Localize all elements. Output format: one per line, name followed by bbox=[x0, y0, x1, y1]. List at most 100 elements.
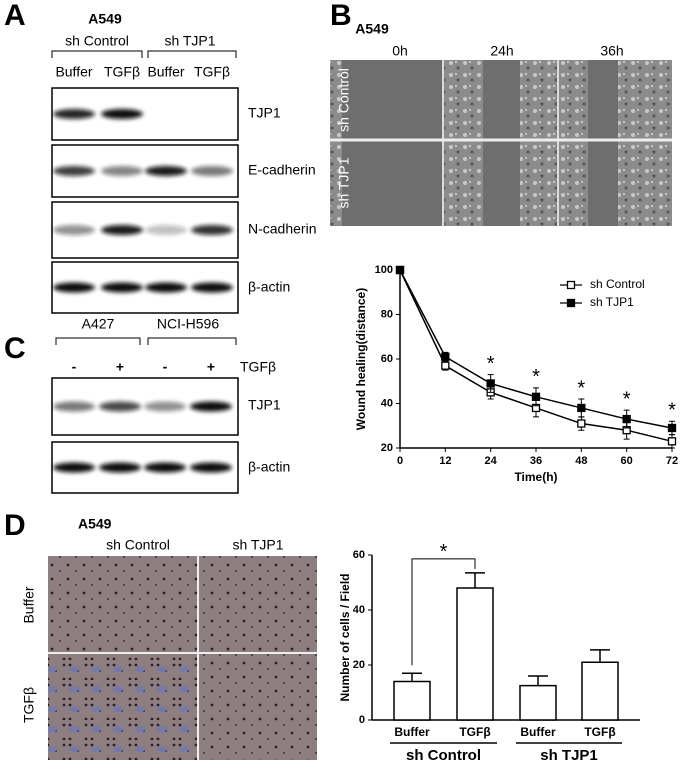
treatment-label: TGFβ bbox=[240, 359, 276, 375]
lane-label: - bbox=[163, 359, 168, 375]
x-tick-label: 36 bbox=[530, 455, 542, 467]
invasion-images bbox=[48, 556, 317, 760]
significance: * bbox=[577, 377, 585, 399]
band bbox=[99, 401, 141, 412]
protein-label: TJP1 bbox=[248, 397, 281, 413]
error-bar bbox=[590, 649, 610, 663]
significance: * bbox=[623, 388, 631, 410]
row-label: sh Control bbox=[336, 68, 352, 132]
lane-label: - bbox=[72, 359, 77, 375]
band bbox=[190, 462, 232, 473]
bracket bbox=[51, 50, 237, 58]
x-tick-label: 0 bbox=[397, 455, 403, 467]
band bbox=[144, 462, 186, 473]
band bbox=[144, 401, 186, 412]
panel-letter: C bbox=[4, 332, 26, 365]
y-tick-label: 40 bbox=[353, 604, 365, 616]
y-axis-label: Number of cells / Field bbox=[338, 573, 352, 701]
band bbox=[53, 109, 95, 119]
x-tick-label: 24 bbox=[485, 455, 498, 467]
bar bbox=[456, 587, 494, 721]
time-label: 24h bbox=[490, 43, 513, 59]
lane-label: Buffer bbox=[147, 64, 184, 80]
x-tick-label: 48 bbox=[575, 455, 587, 467]
bar bbox=[519, 684, 557, 721]
x-axis-label: Time(h) bbox=[514, 470, 557, 484]
legend-marker bbox=[566, 280, 576, 290]
time-label: 36h bbox=[600, 43, 623, 59]
lane-label: TGFβ bbox=[194, 64, 230, 80]
panel-letter: B bbox=[330, 0, 352, 32]
band bbox=[53, 166, 95, 176]
legend-label: sh TJP1 bbox=[590, 295, 634, 309]
legend-marker bbox=[566, 298, 576, 308]
y-tick-label: 60 bbox=[353, 549, 365, 561]
x-tick-label: 60 bbox=[621, 455, 633, 467]
marker bbox=[486, 379, 495, 388]
protein-label: E-cadherin bbox=[248, 162, 316, 178]
legend-label: sh Control bbox=[590, 277, 645, 291]
panel-letter: D bbox=[4, 509, 26, 542]
column-label: sh TJP1 bbox=[232, 537, 283, 553]
band bbox=[53, 282, 95, 293]
band bbox=[145, 282, 187, 293]
marker bbox=[531, 392, 541, 401]
y-tick-label: 20 bbox=[353, 659, 365, 671]
marker bbox=[667, 423, 677, 433]
significance-bracket bbox=[411, 558, 476, 666]
lane-label: TGFβ bbox=[104, 64, 140, 80]
group-label: sh TJP1 bbox=[164, 33, 215, 49]
group-label: sh Control bbox=[65, 33, 129, 49]
cell-line: A549 bbox=[78, 516, 112, 532]
y-tick-label: 0 bbox=[359, 714, 365, 726]
band bbox=[191, 282, 233, 293]
marker bbox=[395, 265, 405, 275]
time-label: 0h bbox=[392, 43, 408, 59]
row-label: sh TJP1 bbox=[336, 157, 352, 208]
band bbox=[190, 401, 232, 412]
x-tick-label: 12 bbox=[439, 455, 451, 467]
marker bbox=[622, 414, 631, 424]
row-label: TGFβ bbox=[21, 687, 37, 723]
group-label: sh TJP1 bbox=[540, 747, 598, 764]
x-tick-label: 72 bbox=[666, 455, 678, 467]
row-label: Buffer bbox=[21, 586, 37, 623]
y-tick-label: 100 bbox=[375, 264, 393, 276]
cell-line: A549 bbox=[355, 21, 389, 37]
significance: * bbox=[668, 400, 676, 422]
y-tick-label: 20 bbox=[381, 442, 393, 454]
band bbox=[191, 225, 233, 235]
bar bbox=[581, 661, 619, 721]
band bbox=[101, 109, 143, 119]
y-tick-label: 80 bbox=[381, 308, 393, 320]
group-label: sh Control bbox=[406, 747, 481, 764]
marker bbox=[441, 352, 450, 361]
protein-label: β-actin bbox=[248, 279, 290, 295]
protein-label: β-actin bbox=[248, 459, 290, 475]
protein-label: N-cadherin bbox=[248, 221, 316, 237]
lane-label: Buffer bbox=[55, 64, 92, 80]
protein-label: TJP1 bbox=[248, 105, 281, 121]
band bbox=[101, 166, 143, 176]
bracket bbox=[55, 337, 237, 345]
x-tick-label: Buffer bbox=[520, 725, 556, 739]
panel-letter: A bbox=[4, 0, 26, 32]
band bbox=[101, 282, 143, 293]
band bbox=[53, 401, 95, 412]
column-label: sh Control bbox=[106, 537, 170, 553]
x-tick-label: Buffer bbox=[394, 725, 430, 739]
y-tick-label: 40 bbox=[381, 397, 393, 409]
significance: * bbox=[440, 541, 448, 563]
marker bbox=[577, 403, 586, 413]
error-bar bbox=[402, 672, 422, 682]
cell-label: NCI-H596 bbox=[157, 316, 219, 332]
marker bbox=[667, 437, 677, 446]
y-axis-label: Wound healing(distance) bbox=[354, 288, 368, 430]
x-tick-label: TGFβ bbox=[584, 725, 615, 739]
error-bar bbox=[528, 675, 548, 686]
y-tick-label: 60 bbox=[381, 353, 393, 365]
bar bbox=[393, 680, 431, 721]
x-tick-label: TGFβ bbox=[459, 725, 490, 739]
band bbox=[53, 225, 95, 235]
